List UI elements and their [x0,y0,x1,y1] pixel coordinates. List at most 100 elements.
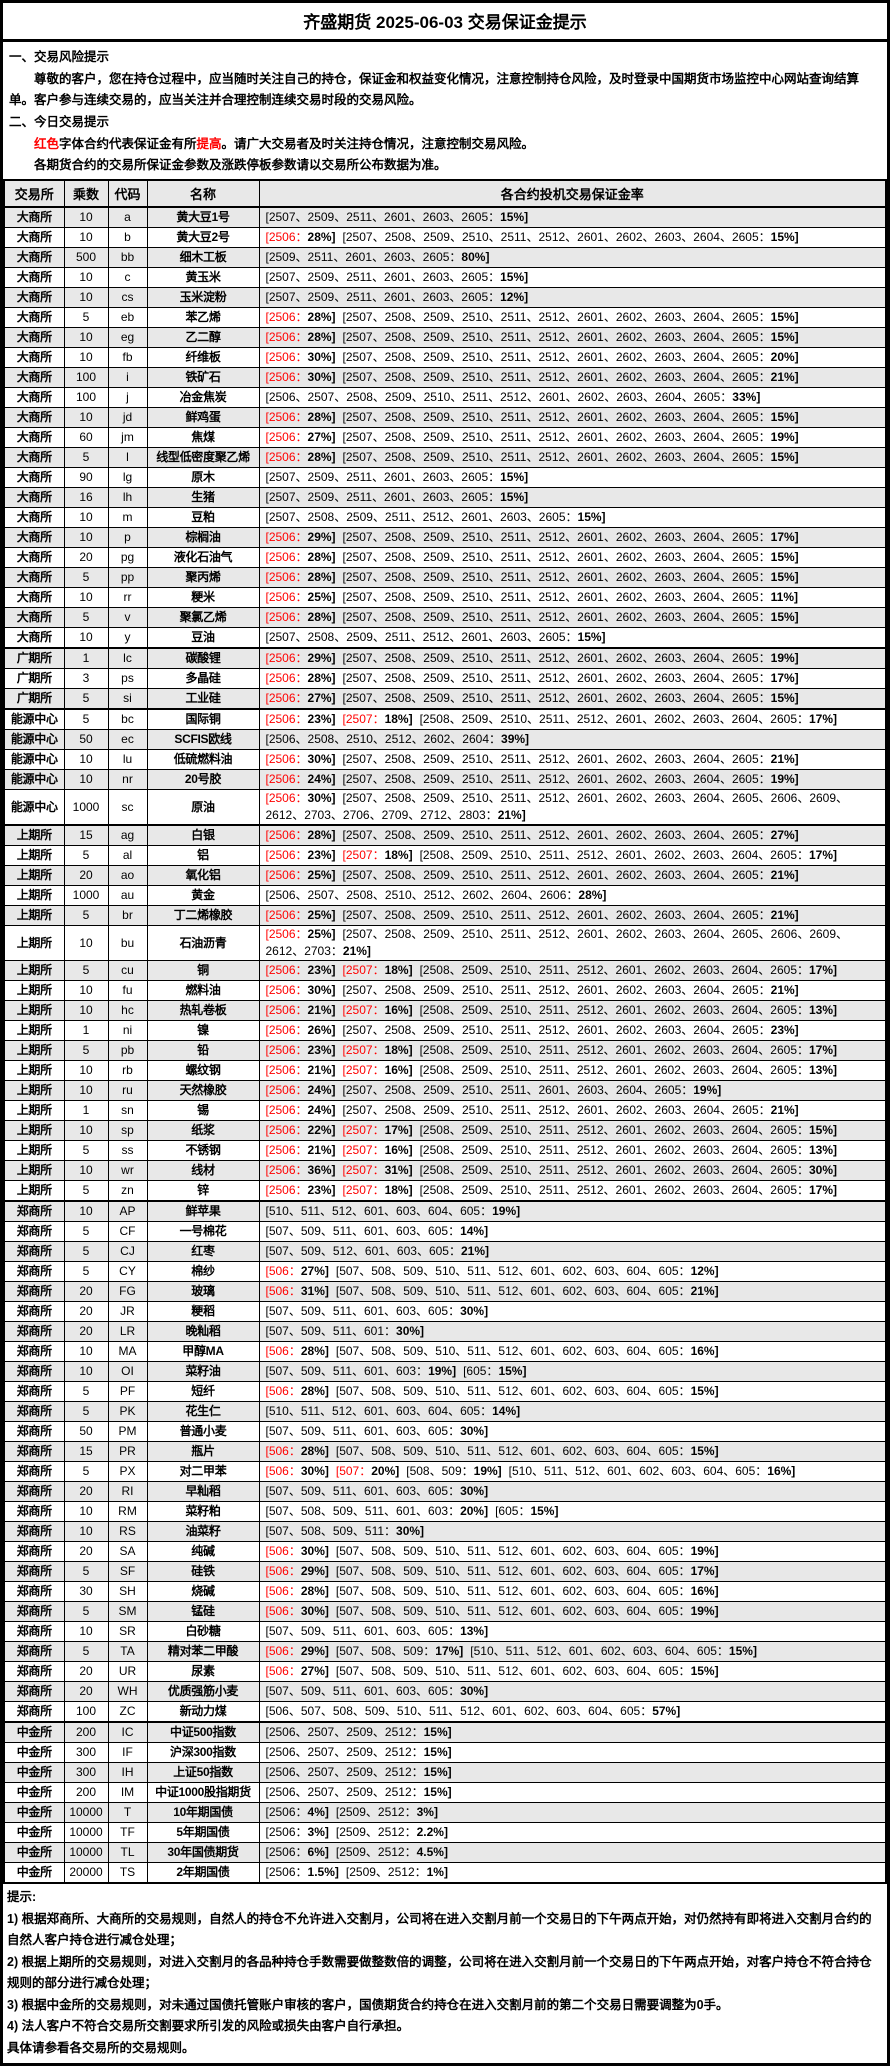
cell-exchange: 大商所 [3,467,65,488]
notice-text: 。请广大交易者及时关注持仓情况，注意控制交易风险。 [221,137,535,151]
rate-segment: [2506：25%] [266,868,336,882]
rate-segment: [2507、2508、2509、2510、2511、2512、2601、2602… [343,1023,799,1037]
cell-multiplier: 15 [63,824,109,846]
cell-exchange: 郑商所 [3,1681,65,1702]
cell-exchange: 大商所 [3,267,65,288]
cell-rates: [2507、2508、2509、2511、2512、2601、2603、2605… [258,507,887,528]
cell-multiplier: 10 [63,1200,109,1222]
cell-exchange: 上期所 [3,1120,65,1141]
margin-rate: 17%] [809,1043,838,1057]
margin-rate: 28%] [307,230,336,244]
cell-name: 纯碱 [146,1541,260,1562]
cell-code: PM [107,1421,148,1442]
rate-segment: [2506：28%] [266,330,336,344]
contract-months: [2506： [265,530,308,544]
margin-rate: 19%] [492,1204,521,1218]
tip-line: 4) 法人客户不符合交易所交割要求所引发的风险或损失由客户自行承担。 [7,2019,410,2033]
cell-code: a [107,206,148,228]
margin-rate: 19%] [770,430,799,444]
cell-name: 氧化铝 [146,865,260,886]
cell-exchange: 郑商所 [3,1421,65,1442]
table-row: 郑商所 20 FG 玻璃 [506：31%] [507、508、509、510、511、5… [3,1281,887,1302]
margin-rate: 28%] [307,450,336,464]
cell-exchange: 能源中心 [3,769,65,790]
contract-months: [2507、2508、2509、2510、2511、2512、2601、2602… [342,651,771,665]
contract-months: [2508、2509、2510、2511、2512、2601、2602、2603… [419,963,809,977]
margin-rate: 16%] [767,1464,796,1478]
cell-name: 菜籽粕 [146,1501,260,1522]
margin-rate: 28%] [300,1444,329,1458]
cell-rates: [507、509、512、601、603、605：21%] [258,1241,887,1262]
margin-rate: 21%] [307,1143,336,1157]
cell-multiplier: 90 [63,467,109,488]
cell-rates: [2506：23%] [2507：18%] [2508、2509、2510、2511… [258,1040,887,1061]
contract-months: [2506、2507、2509、2512： [265,1785,424,1799]
cell-multiplier: 10 [63,1160,109,1181]
contract-months: [2506： [265,1865,308,1879]
cell-rates: [2506、2507、2509、2512：15%] [258,1782,887,1803]
cell-code: bc [107,708,148,730]
cell-rates: [2506：28%] [2507、2508、2509、2510、2511、2512… [258,307,887,328]
margin-rate: 25%] [307,590,336,604]
cell-code: y [107,627,148,649]
cell-exchange: 郑商所 [3,1401,65,1422]
margin-rate: 27%] [300,1664,329,1678]
table-row: 郑商所 5 PX 对二甲苯 [506：30%] [507：20%] [508、509：19%… [3,1461,887,1482]
cell-name: 低硫燃料油 [146,749,260,770]
margin-rate: 21%] [460,1244,489,1258]
cell-rates: [2506：23%] [2507：18%] [2508、2509、2510、2511… [258,1180,887,1202]
cell-exchange: 大商所 [3,247,65,268]
contract-months: [2508、2509、2510、2511、2512、2601、2602、2603… [419,848,809,862]
contract-months: [510、511、512、601、603、604、605： [265,1204,493,1218]
margin-rate: 28%] [307,410,336,424]
margin-rate: 30%] [809,1163,838,1177]
cell-rates: [2506、2507、2509、2512：15%] [258,1721,887,1743]
cell-rates: [510、511、512、601、603、604、605：19%] [258,1200,887,1222]
rate-segment: [2506：29%] [266,651,336,665]
contract-months: [2506： [265,410,308,424]
table-row: 上期所 10 wr 线材 [2506：36%] [2507：31%] [2508、2509、… [3,1160,887,1181]
rate-segment: [2507、2508、2509、2510、2511、2512、2601、2602… [343,450,799,464]
rate-segment: [507、509、511、601、603、605：13%] [266,1624,489,1638]
cell-multiplier: 1000 [63,789,109,826]
cell-code: au [107,885,148,906]
contract-months: [2506： [265,1063,308,1077]
rate-segment: [2506、2507、2509、2512：15%] [266,1725,452,1739]
margin-rate: 21%] [307,1063,336,1077]
rate-segment: [2507、2509、2511、2601、2603、2605：15%] [266,490,529,504]
rate-segment: [507、509、511、601：30%] [266,1324,425,1338]
rate-segment: [2506：22%] [266,1123,336,1137]
cell-code: ni [107,1020,148,1041]
contract-months: [2507、2508、2509、2510、2511、2512、2601、2602… [342,868,771,882]
rate-segment: [2507、2508、2509、2510、2511、2512、2601、2602… [343,828,799,842]
cell-exchange: 上期所 [3,925,65,961]
contract-months: [2507、2508、2509、2510、2511、2512、2601、2602… [342,410,771,424]
table-row: 大商所 20 pg 液化石油气 [2506：28%] [2507、2508、2509、25… [3,547,887,568]
cell-code: AP [107,1200,148,1222]
rate-segment: [2507、2509、2511、2601、2603、2605：15%] [266,470,529,484]
cell-code: CY [107,1261,148,1282]
table-row: 大商所 10 p 棕榈油 [2506：29%] [2507、2508、2509、2510、… [3,527,887,548]
cell-name: 天然橡胶 [146,1080,260,1101]
cell-rates: [2506、2508、2510、2512、2602、2604：39%] [258,729,887,750]
cell-multiplier: 10000 [63,1842,109,1863]
rate-segment: [2506：28%] [266,230,336,244]
margin-table: 交易所 乘数 代码 名称 各合约投机交易保证金率 大商所 10 a 黄大豆1号 [250… [3,179,887,1884]
rate-segment: [2507：18%] [343,712,413,726]
margin-rate: 15%] [500,270,529,284]
cell-name: 铅 [146,1040,260,1061]
cell-name: 原油 [146,789,260,826]
margin-rate: 39%] [501,732,530,746]
rate-segment: [507、508、509、510、511、512、601、602、603、604… [336,1664,719,1678]
rate-segment: [507、508、509、510、511、512、601、602、603、604… [336,1604,719,1618]
cell-name: 聚氯乙烯 [146,607,260,628]
margin-rate: 19%] [770,772,799,786]
margin-rate: 16%] [384,1063,413,1077]
margin-rate: 29%] [307,651,336,665]
rate-segment: [2508、2509、2510、2511、2512、2601、2602、2603… [420,1123,837,1137]
margin-rate: 15%] [728,1644,757,1658]
table-row: 中金所 300 IH 上证50指数 [2506、2507、2509、2512：15%] [3,1762,887,1783]
rate-segment: [2507、2508、2509、2510、2511、2512、2601、2602… [343,908,799,922]
cell-code: nr [107,769,148,790]
contract-months: [2507、2508、2509、2510、2511、2512、2601、2602… [342,570,771,584]
